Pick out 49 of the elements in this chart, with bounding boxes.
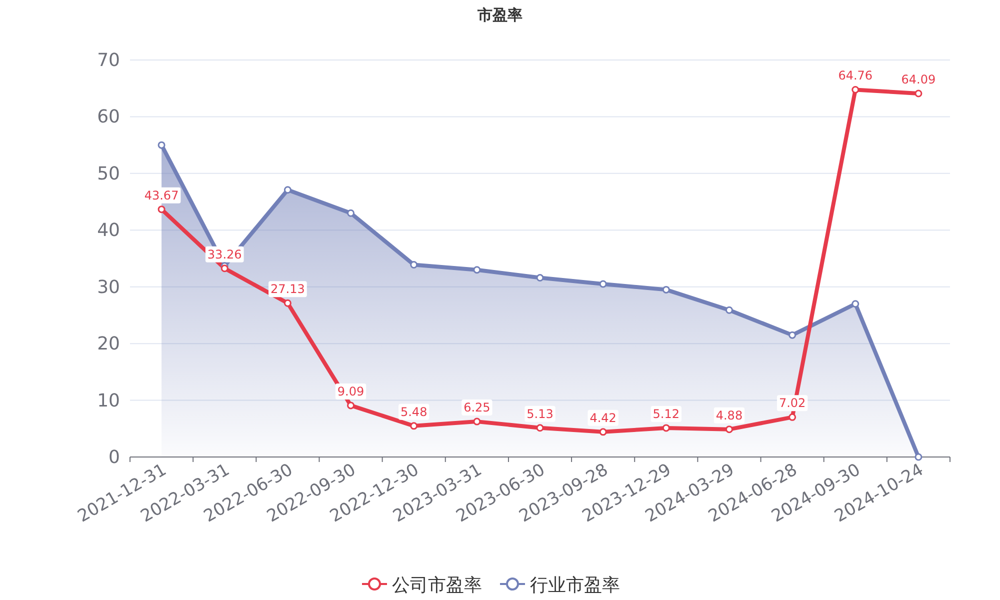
data-label: 4.42 — [590, 410, 616, 425]
point — [158, 141, 166, 149]
point — [410, 422, 418, 430]
legend-label: 公司市盈率 — [392, 575, 482, 596]
data-label: 33.26 — [207, 247, 242, 262]
y-tick-label: 10 — [97, 390, 120, 412]
data-label: 6.25 — [464, 400, 490, 415]
point — [725, 306, 733, 314]
data-label: 64.76 — [838, 68, 873, 83]
point — [662, 286, 670, 294]
data-label: 27.13 — [270, 282, 305, 296]
point — [852, 86, 860, 94]
point — [914, 90, 922, 98]
point — [599, 428, 607, 436]
point — [536, 424, 544, 432]
data-label: 7.02 — [778, 396, 806, 410]
y-tick-label: 20 — [97, 334, 120, 355]
y-tick-label: 50 — [97, 163, 120, 184]
point — [788, 331, 796, 339]
point — [284, 299, 292, 307]
data-label: 9.09 — [337, 384, 364, 398]
point — [599, 280, 607, 288]
point — [284, 186, 292, 194]
data-label: 5.13 — [526, 406, 554, 421]
point — [158, 206, 166, 214]
y-tick-label: 0 — [108, 447, 120, 468]
point — [852, 300, 860, 308]
point — [473, 418, 481, 426]
point — [662, 424, 670, 432]
y-tick-label: 60 — [97, 106, 120, 128]
data-label: 4.88 — [716, 408, 743, 422]
data-label: 43.67 — [144, 188, 179, 202]
point — [347, 209, 355, 217]
point — [347, 402, 355, 410]
y-tick-label: 30 — [97, 276, 120, 298]
y-tick-label: 40 — [97, 220, 120, 242]
chart-title: 市盈率 — [476, 6, 522, 24]
point — [536, 274, 544, 282]
point — [725, 426, 733, 434]
data-label: 5.48 — [400, 404, 428, 419]
point — [914, 453, 922, 461]
data-label: 64.09 — [901, 72, 936, 87]
y-tick-label: 70 — [97, 50, 120, 71]
point — [788, 413, 796, 421]
point — [410, 260, 418, 268]
point — [473, 266, 481, 274]
legend-label: 行业市盈率 — [530, 575, 620, 596]
point — [220, 264, 228, 272]
data-label: 5.12 — [652, 406, 680, 421]
